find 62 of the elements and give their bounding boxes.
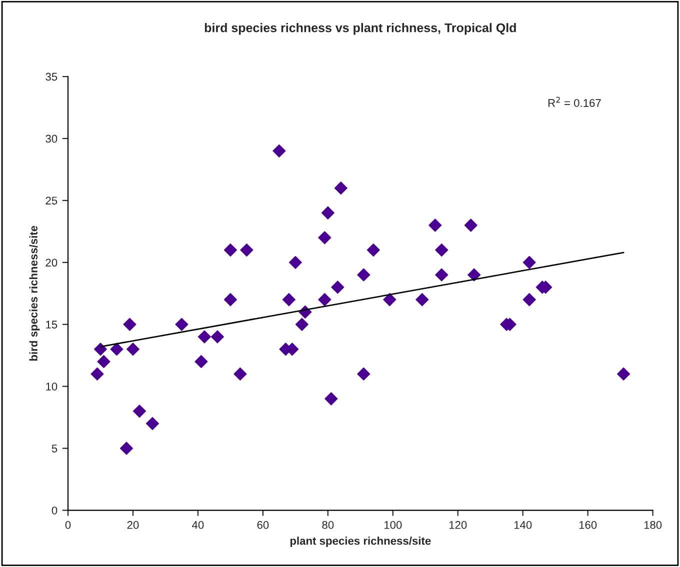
point [288,256,302,269]
point [94,342,108,356]
x-tick-label: 80 [322,521,334,529]
x-tick-label: 40 [192,521,204,529]
point [468,268,481,282]
point [282,293,296,306]
point [435,243,448,257]
x-tick-label: 0 [65,521,71,529]
point [357,367,370,381]
x-tick-label: 120 [449,521,467,529]
point [224,243,238,257]
point [198,330,212,344]
point [435,268,448,282]
y-tick-label: 35 [46,72,58,81]
point [318,231,332,244]
annotation: R$^{2}$ = 0.167 [548,96,601,107]
point [234,367,247,381]
y-tick-label: 15 [46,320,58,329]
x-tick-label: 100 [384,521,402,529]
point [272,144,286,158]
point [331,280,344,294]
y-tick-label: 30 [46,134,58,143]
point [522,293,536,306]
point [126,342,140,356]
point [617,367,630,381]
x-tick-label: 180 [644,521,662,529]
x-axis-title: plant species richness/site [290,536,431,547]
point [464,218,478,232]
point [210,330,224,344]
y-tick-label: 10 [46,382,58,391]
point [110,342,124,356]
point [366,243,380,257]
point [194,355,208,368]
point [321,206,334,220]
point [416,293,429,306]
x-tick-label: 160 [579,521,597,529]
y-axis-title: bird species richness/site [29,226,40,361]
x-tick-label: 140 [514,521,532,529]
point [224,293,238,306]
point [357,268,370,282]
point [324,392,338,406]
point [97,355,110,368]
y-tick-label: 5 [52,444,58,452]
point [334,182,348,195]
point [383,293,396,306]
y-tick-label: 25 [46,196,58,205]
y-tick-label: 0 [52,506,58,514]
point [123,318,136,331]
point [175,318,188,331]
point [90,367,104,381]
point [146,416,160,430]
point [295,318,308,331]
x-tick-label: 60 [257,521,269,529]
x-tick-label: 20 [127,521,139,529]
point [120,442,134,455]
point [132,404,146,418]
chart-title: bird species richness vs plant richness, Tropical Qld [204,23,516,35]
point [240,243,254,257]
point [318,293,332,306]
point [428,218,442,232]
y-tick-label: 20 [46,258,58,267]
point [522,256,536,269]
